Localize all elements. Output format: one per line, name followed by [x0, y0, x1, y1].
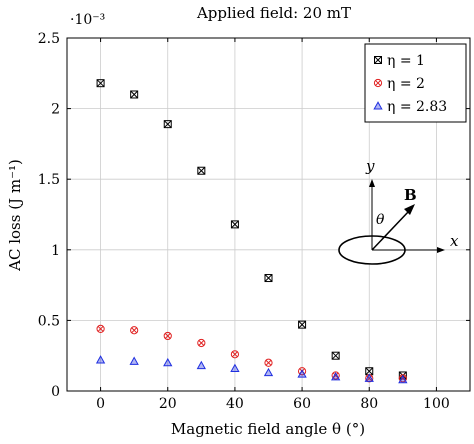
data-point-series-2 — [96, 324, 105, 333]
data-point-series-3 — [331, 372, 341, 381]
data-point-series-3 — [263, 367, 274, 377]
inset-angle-label: θ — [376, 212, 385, 228]
data-point-series-1 — [197, 166, 206, 175]
y-tick-label: 0 — [51, 384, 60, 400]
inset-x-arrowhead — [437, 247, 445, 253]
data-point-series-1 — [331, 351, 340, 360]
data-point-series-1 — [230, 220, 239, 229]
data-point-series-3 — [95, 355, 106, 364]
data-point-series-3 — [364, 373, 374, 382]
data-point-series-2 — [264, 358, 273, 367]
data-point-series-2 — [398, 374, 407, 383]
y-tick-label: 1 — [51, 243, 60, 259]
y-tick-label: 2 — [51, 102, 60, 118]
x-tick-label: 80 — [360, 396, 378, 412]
x-tick-label: 100 — [423, 396, 450, 412]
data-point-series-2 — [130, 326, 139, 335]
data-point-series-2 — [331, 371, 340, 380]
data-point-series-1 — [96, 79, 105, 88]
data-point-series-3 — [129, 356, 139, 365]
x-tick-label: 60 — [293, 396, 311, 412]
data-markers — [95, 79, 408, 384]
inset-x-label: x — [450, 232, 459, 250]
x-axis-label: Magnetic field angle θ (°) — [171, 420, 365, 438]
inset-y-arrowhead — [369, 179, 375, 187]
plot-frame — [66, 37, 471, 392]
legend-marker-series-2 — [373, 78, 383, 88]
chart-title: Applied field: 20 mT — [196, 4, 351, 22]
y-tick-label: 1.5 — [38, 172, 60, 188]
data-point-series-3 — [163, 357, 173, 367]
data-point-series-2 — [163, 331, 172, 341]
y-tick-label: 2.5 — [38, 31, 60, 47]
x-tick-label: 0 — [96, 396, 105, 412]
legend-marker-series-3 — [373, 101, 383, 110]
data-point-series-1 — [298, 320, 307, 329]
x-tick-label: 20 — [159, 396, 177, 412]
inset-y-label: y — [365, 157, 375, 175]
data-point-series-3 — [196, 360, 206, 370]
y-multiplier: ·10⁻³ — [70, 12, 105, 28]
data-point-series-1 — [163, 120, 172, 129]
legend-label-series-1: η = 1 — [387, 53, 425, 69]
field-vector — [371, 210, 410, 251]
data-point-series-2 — [197, 338, 206, 348]
field-vector-arrowhead — [404, 204, 415, 215]
data-point-series-3 — [297, 369, 307, 378]
field-angle-inset: y x Bθ — [338, 157, 459, 265]
axis-ticks: 0 20 40 60 80 100 0 0.5 1 1.5 2 2.5 — [38, 31, 470, 412]
data-point-series-3 — [398, 374, 408, 384]
legend-label-series-2: η = 2 — [387, 76, 425, 92]
inset-field-label: B — [404, 186, 417, 204]
data-point-series-2 — [230, 350, 240, 359]
data-point-series-1 — [264, 274, 273, 283]
y-tick-label: 0.5 — [38, 313, 60, 329]
y-axis-label: AC loss (J m⁻¹) — [6, 159, 24, 272]
data-point-series-1 — [130, 90, 139, 99]
x-tick-label: 40 — [226, 396, 244, 412]
data-point-series-3 — [230, 363, 240, 372]
legend-marker-series-1 — [374, 56, 382, 64]
legend: η = 1 η = 2 η = 2.83 — [364, 43, 467, 123]
legend-label-series-3: η = 2.83 — [387, 99, 447, 115]
